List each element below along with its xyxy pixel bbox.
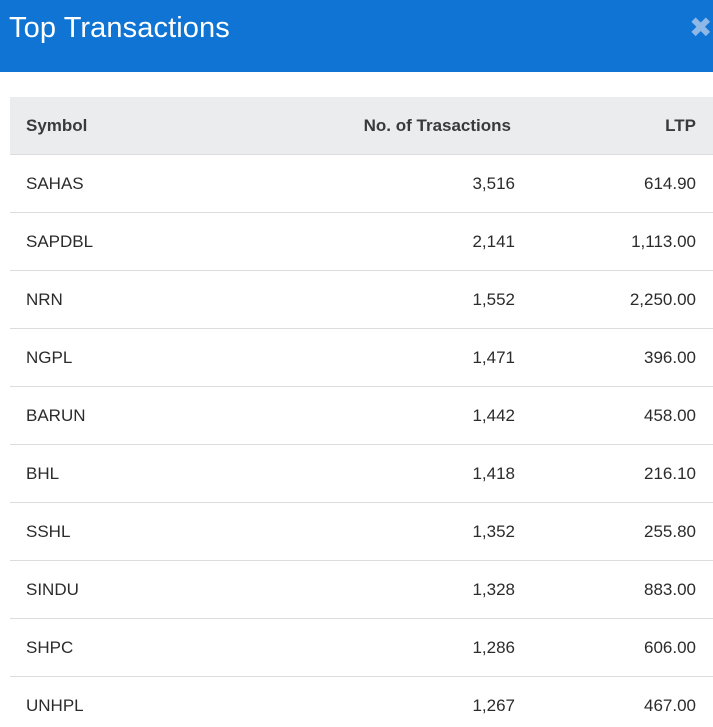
table-row[interactable]: SAPDBL 2,141 1,113.00 [10,213,713,271]
table-row[interactable]: BARUN 1,442 458.00 [10,387,713,445]
table-row[interactable]: SSHL 1,352 255.80 [10,503,713,561]
symbol-cell: NRN [26,290,63,309]
transactions-cell: 3,516 [472,174,515,193]
symbol-cell: SHPC [26,638,74,657]
ltp-cell: 396.00 [644,348,696,367]
column-header-transactions[interactable]: No. of Trasactions [363,116,511,135]
table-header-row: Symbol No. of Trasactions LTP [10,97,713,155]
symbol-cell: NGPL [26,348,73,367]
table-row[interactable]: SINDU 1,328 883.00 [10,561,713,619]
table-row[interactable]: NGPL 1,471 396.00 [10,329,713,387]
symbol-cell: SAPDBL [26,232,94,251]
ltp-cell: 216.10 [644,464,696,483]
transactions-cell: 1,418 [472,464,515,483]
ltp-cell: 458.00 [644,406,696,425]
table-row[interactable]: NRN 1,552 2,250.00 [10,271,713,329]
transactions-cell: 2,141 [472,232,515,251]
close-icon[interactable]: ✖ [689,14,713,42]
ltp-cell: 2,250.00 [629,290,696,309]
symbol-cell: UNHPL [26,696,84,715]
ltp-cell: 1,113.00 [631,232,696,251]
ltp-cell: 606.00 [644,638,696,657]
table-row[interactable]: SHPC 1,286 606.00 [10,619,713,677]
symbol-cell: SINDU [26,580,79,599]
ltp-cell: 883.00 [644,580,696,599]
column-header-symbol[interactable]: Symbol [26,116,88,135]
symbol-cell: SSHL [26,522,71,541]
symbol-cell: BARUN [26,406,86,425]
transactions-table: Symbol No. of Trasactions LTP SAHAS 3,51… [10,97,713,727]
table-row[interactable]: UNHPL 1,267 467.00 [10,677,713,727]
table-row[interactable]: BHL 1,418 216.10 [10,445,713,503]
modal-title: Top Transactions [9,12,230,44]
table-row[interactable]: SAHAS 3,516 614.90 [10,155,713,213]
ltp-cell: 614.90 [644,174,696,193]
transactions-cell: 1,442 [472,406,515,425]
transactions-cell: 1,552 [472,290,515,309]
transactions-cell: 1,328 [472,580,515,599]
symbol-cell: BHL [26,464,60,483]
transactions-cell: 1,286 [472,638,515,657]
symbol-cell: SAHAS [26,174,84,193]
ltp-cell: 467.00 [644,696,696,715]
column-header-ltp[interactable]: LTP [665,116,696,135]
transactions-cell: 1,267 [472,696,515,715]
ltp-cell: 255.80 [644,522,696,541]
modal-header: Top Transactions ✖ [0,0,713,72]
transactions-cell: 1,352 [472,522,515,541]
transactions-cell: 1,471 [472,348,515,367]
